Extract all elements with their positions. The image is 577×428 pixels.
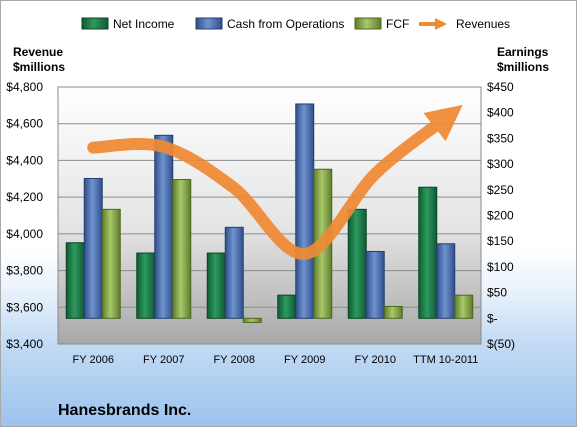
right-axis-title-line1: Earnings (497, 45, 549, 59)
legend-label-revenues: Revenues (456, 17, 510, 31)
right-tick-label: $(50) (487, 337, 515, 351)
left-tick-label: $3,600 (6, 300, 43, 314)
left-tick-label: $3,800 (6, 264, 43, 278)
cash-from-operations-bar (365, 250, 385, 319)
fcf-bar (101, 208, 121, 319)
net-income-bar (206, 252, 226, 319)
right-tick-label: $350 (487, 131, 514, 145)
category-label: FY 2007 (143, 354, 184, 366)
category-label: FY 2010 (355, 354, 396, 366)
left-tick-label: $4,000 (6, 227, 43, 241)
category-label: TTM 10-2011 (413, 354, 478, 366)
left-tick-label: $4,400 (6, 153, 43, 167)
right-tick-label: $- (487, 311, 498, 325)
fcf-bar (383, 305, 403, 319)
category-labels: FY 2006 FY 2007 FY 2008 FY 2009 FY 2010 TTM 1… (73, 354, 479, 366)
left-axis-title-line2: $millions (13, 60, 65, 74)
fcf-bar (242, 317, 262, 323)
right-tick-label: $450 (487, 80, 514, 94)
category-label: FY 2008 (214, 354, 255, 366)
right-tick-label: $50 (487, 286, 507, 300)
gridlines (58, 123, 481, 308)
cash-from-operations-bar (154, 134, 174, 319)
net-income-bar (347, 208, 367, 319)
cash-from-operations-bar (295, 103, 315, 319)
left-axis-ticks: $3,400 $3,600 $3,800 $4,000 $4,200 $4,400 $4,6… (6, 80, 43, 351)
category-label: FY 2009 (284, 354, 325, 366)
revenues-series-line (87, 104, 463, 260)
right-tick-label: $400 (487, 106, 514, 120)
right-tick-label: $100 (487, 260, 514, 274)
legend: Net Income Cash from Operations FCF Reve… (81, 17, 510, 31)
net-income-bar (65, 242, 85, 319)
net-income-bar (136, 252, 156, 319)
right-tick-label: $250 (487, 183, 514, 197)
left-tick-label: $4,600 (6, 117, 43, 131)
right-axis-ticks: $(50) $- $50 $100 $150 $200 $250 $300 $350 $400 $4… (487, 80, 515, 351)
fcf-bar (172, 179, 192, 319)
legend-swatch-cash-from-operations (195, 17, 223, 30)
fcf-bar (454, 294, 474, 319)
left-tick-label: $4,800 (6, 80, 43, 94)
left-tick-label: $3,400 (6, 337, 43, 351)
legend-label-net-income: Net Income (113, 17, 175, 31)
net-income-bar (418, 186, 438, 319)
legend-swatch-net-income (81, 17, 109, 30)
net-income-bar (277, 294, 297, 319)
cash-from-operations-bar (83, 177, 103, 319)
right-tick-label: $300 (487, 157, 514, 171)
category-label: FY 2006 (73, 354, 114, 366)
plot-area (57, 86, 482, 345)
legend-swatch-fcf (354, 17, 382, 30)
cash-from-operations-bar (224, 226, 244, 319)
right-tick-label: $150 (487, 234, 514, 248)
cash-from-operations-bar (436, 243, 456, 319)
right-axis-title-line2: $millions (497, 60, 549, 74)
left-axis-title-line1: Revenue (13, 45, 63, 59)
legend-label-fcf: FCF (386, 17, 409, 31)
company-title: Hanesbrands Inc. (58, 402, 191, 419)
legend-label-cash-from-operations: Cash from Operations (227, 17, 344, 31)
left-tick-label: $4,200 (6, 190, 43, 204)
legend-arrow-revenues (435, 18, 447, 30)
right-tick-label: $200 (487, 209, 514, 223)
